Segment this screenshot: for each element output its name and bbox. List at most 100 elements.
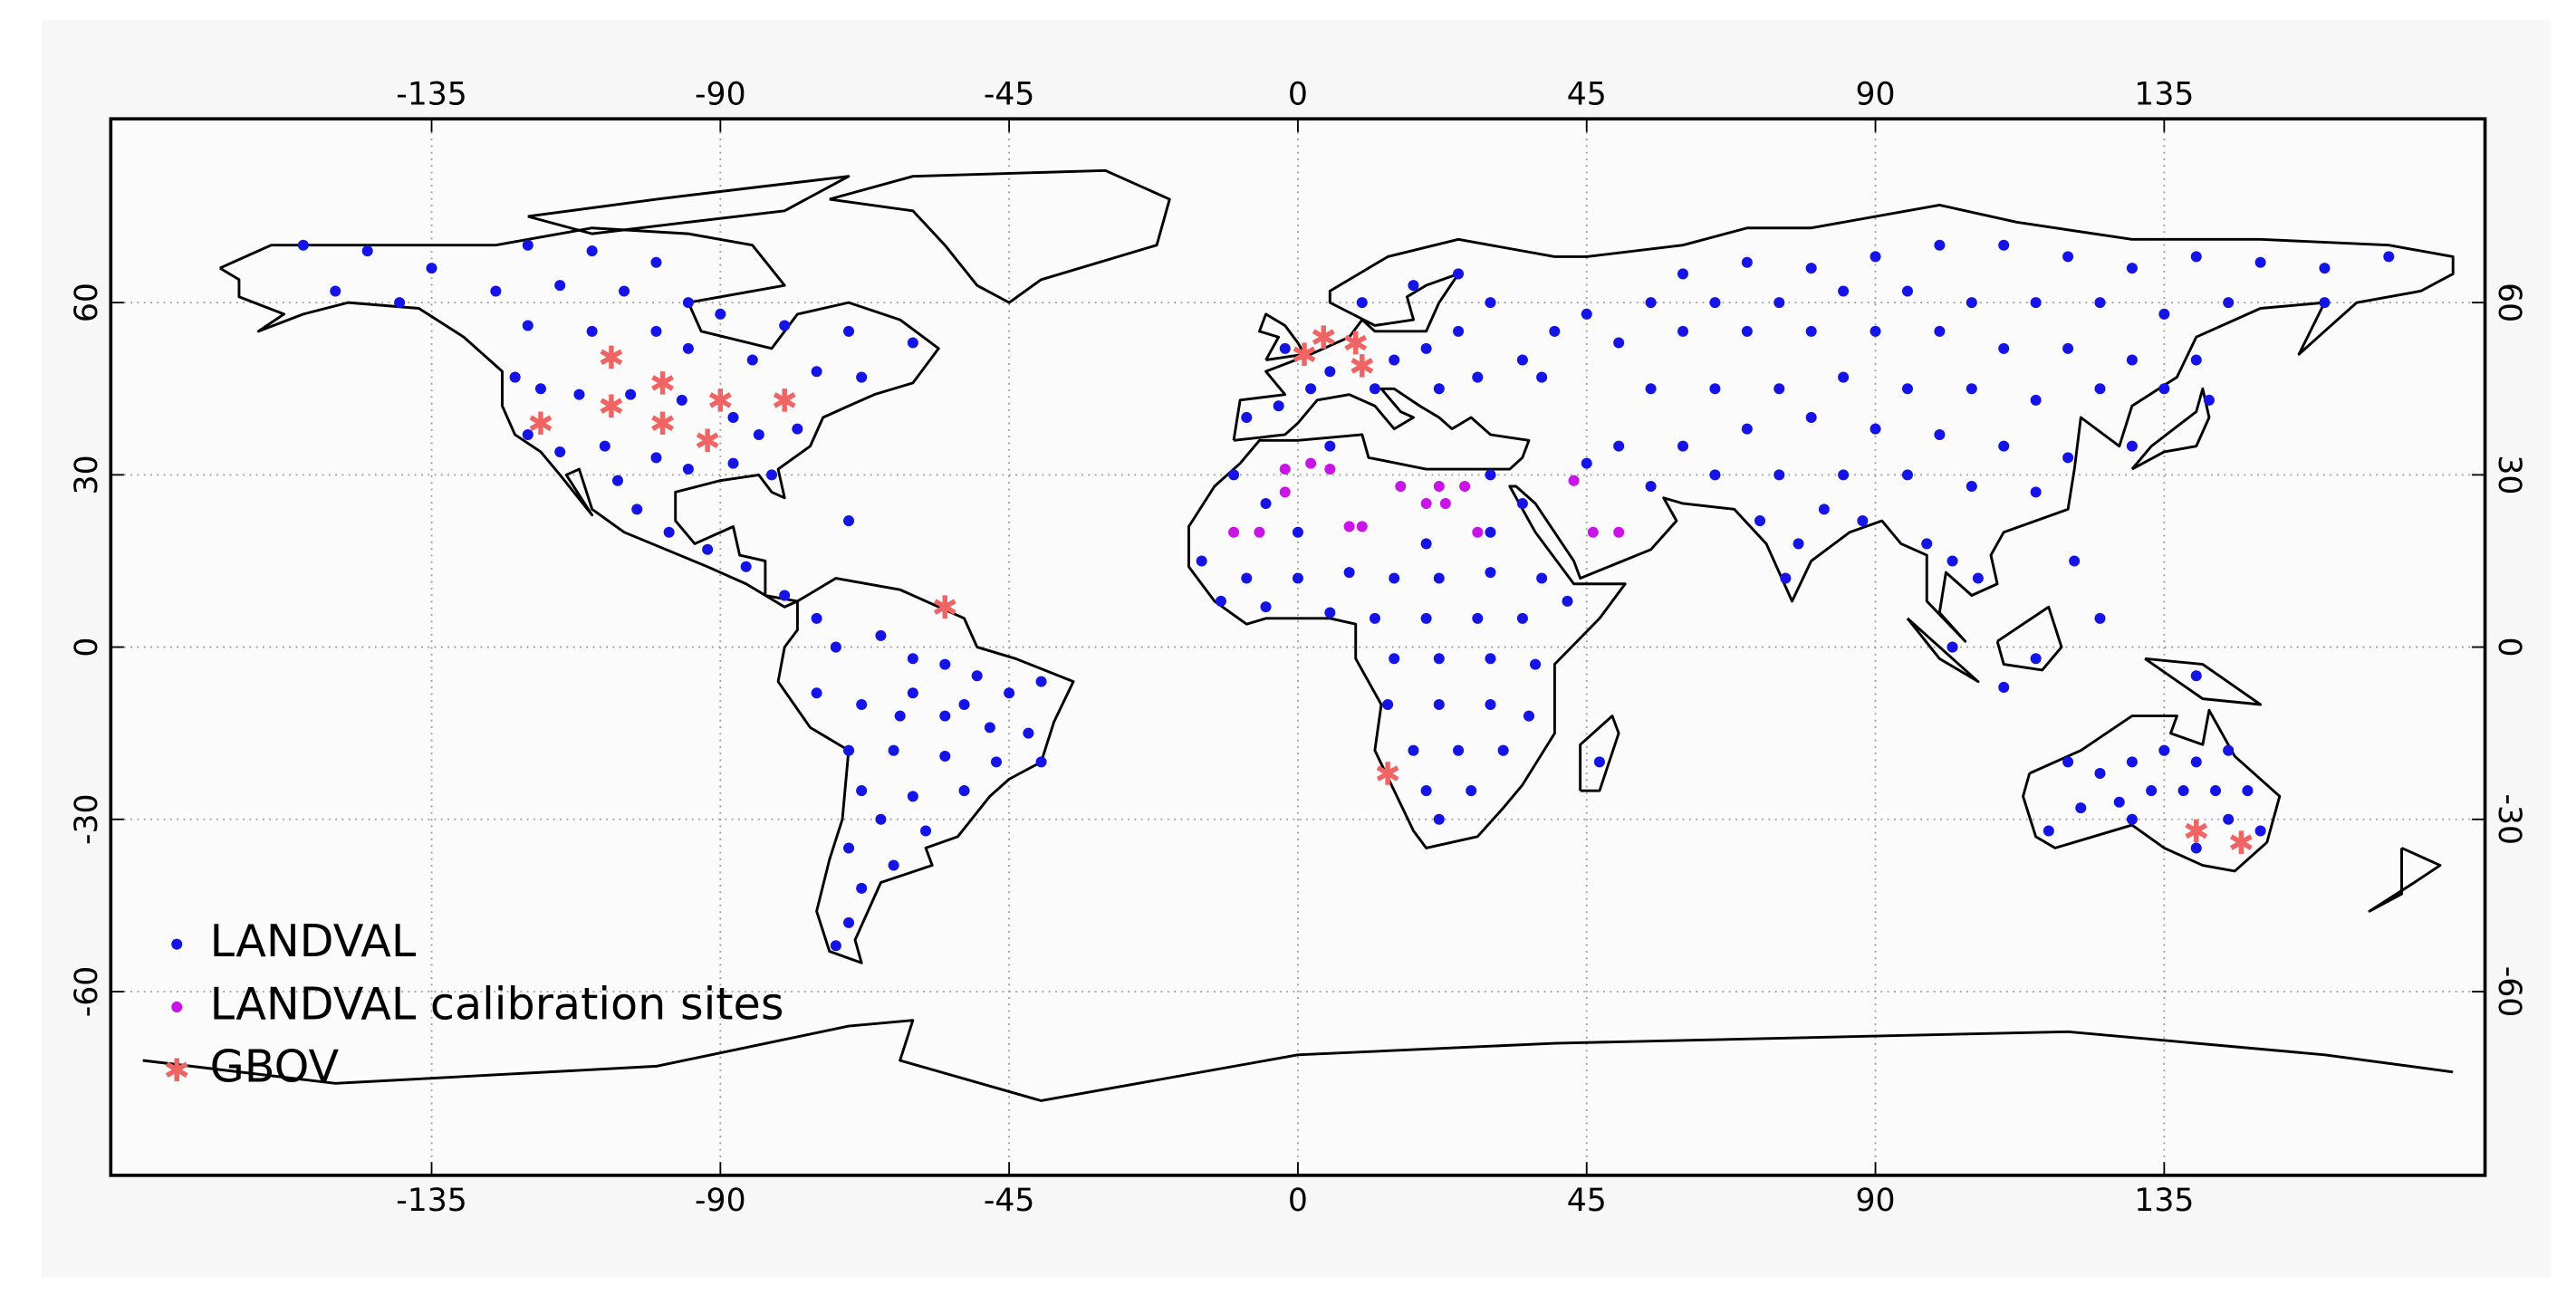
site-point <box>1645 481 1657 493</box>
site-point <box>888 859 899 871</box>
site-point <box>2030 394 2042 406</box>
site-point <box>1389 354 1400 366</box>
legend-marker <box>171 938 183 950</box>
site-point <box>708 388 732 412</box>
site-point <box>1485 297 1496 309</box>
site-point <box>1838 371 1850 383</box>
site-point <box>522 428 533 440</box>
plot-frame <box>109 117 2487 1177</box>
site-point <box>773 388 796 412</box>
site-point <box>426 263 437 274</box>
site-point <box>856 882 868 894</box>
site-point <box>2062 756 2074 768</box>
site-point <box>746 354 758 366</box>
site-point <box>1324 366 1336 378</box>
x-tick-label: -45 <box>984 1183 1035 1219</box>
site-point <box>1485 653 1496 665</box>
site-point <box>2190 756 2202 768</box>
site-point <box>1536 371 1548 383</box>
site-point <box>1516 354 1528 366</box>
site-point <box>1324 607 1336 619</box>
site-point <box>1459 481 1471 493</box>
site-point <box>2383 251 2395 263</box>
site-point <box>1780 572 1792 584</box>
legend-label: LANDVAL calibration sites <box>210 977 784 1030</box>
site-point <box>843 842 855 854</box>
site-point <box>1613 440 1625 452</box>
site-point <box>2069 555 2081 567</box>
site-point <box>599 440 610 452</box>
site-point <box>1530 658 1542 670</box>
site-point <box>1324 440 1336 452</box>
site-point <box>1773 469 1785 481</box>
x-tick-label: 45 <box>1567 77 1607 113</box>
site-point <box>875 629 887 641</box>
site-point <box>2062 452 2074 464</box>
site-point <box>2223 297 2235 309</box>
y-tick-label: -30 <box>2491 793 2527 845</box>
coastline <box>142 1019 2454 1102</box>
site-point <box>939 710 951 722</box>
site-point <box>522 320 533 331</box>
site-point <box>1389 653 1400 665</box>
coastlines <box>142 168 2455 1102</box>
axes: -135 -135 -90 -90 -45 -45 0 0 45 45 90 90 135 135 -60 -… <box>69 77 2527 1219</box>
site-point <box>682 342 694 354</box>
site-point <box>1035 676 1047 687</box>
coastline <box>776 577 1075 964</box>
site-point <box>1677 325 1689 337</box>
site-point <box>1709 297 1721 309</box>
site-point <box>611 475 623 486</box>
x-tick-label: 90 <box>1856 1183 1896 1219</box>
site-point <box>1709 383 1721 395</box>
site-point <box>2062 251 2074 263</box>
site-point <box>2185 819 2208 843</box>
site-point <box>1946 641 1958 653</box>
site-point <box>1035 756 1047 768</box>
legend-marker <box>171 1001 183 1012</box>
site-point <box>2223 813 2235 825</box>
site-point <box>1472 526 1484 538</box>
site-point <box>2030 486 2042 498</box>
coastline <box>1906 617 1980 684</box>
site-point <box>1472 612 1484 624</box>
x-tick-label: 135 <box>2134 77 2194 113</box>
site-point <box>1934 428 1946 440</box>
site-point <box>1677 268 1689 280</box>
site-point <box>1838 285 1850 297</box>
coastline <box>2368 847 2442 913</box>
site-point <box>792 423 803 435</box>
site-point <box>1312 325 1335 349</box>
site-point <box>1523 710 1534 722</box>
site-point <box>2062 342 2074 354</box>
site-point <box>651 411 674 436</box>
site-point <box>1805 325 1817 337</box>
site-point <box>1613 337 1625 349</box>
site-point <box>651 371 674 395</box>
site-point <box>1350 354 1374 378</box>
site-point <box>1279 463 1291 475</box>
site-point <box>650 452 662 464</box>
legend-marker <box>165 1058 188 1081</box>
site-point <box>1023 727 1034 739</box>
site-point <box>990 756 1002 768</box>
site-point <box>1228 469 1240 481</box>
site-point <box>1587 526 1599 538</box>
site-point <box>2203 394 2215 406</box>
site-point <box>1870 325 1881 337</box>
site-point <box>529 411 553 436</box>
site-point <box>1420 612 1432 624</box>
site-point <box>856 785 868 797</box>
site-point <box>779 320 791 331</box>
coastline <box>2022 708 2282 873</box>
site-point <box>856 698 868 710</box>
site-point <box>740 561 752 572</box>
site-point <box>2094 768 2106 780</box>
site-point <box>907 337 918 349</box>
site-point <box>1901 469 1913 481</box>
site-point <box>1279 486 1291 498</box>
site-point <box>1433 383 1445 395</box>
site-point <box>2242 785 2254 797</box>
site-point <box>1395 481 1407 493</box>
